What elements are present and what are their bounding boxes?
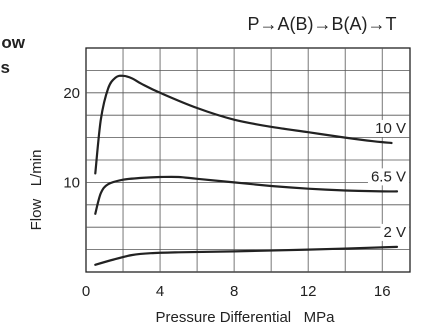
series-label-background [372, 119, 409, 137]
series-label-background [367, 168, 409, 186]
chart-grid [85, 47, 411, 273]
series-label-3: 2 V [383, 224, 406, 241]
y-tick-label: 20 [63, 85, 80, 102]
page-title-line-2: s [0, 58, 10, 77]
series-line-2 [94, 175, 399, 215]
x-tick-label: 12 [300, 283, 317, 300]
series-label-1: 10 V [375, 120, 406, 137]
x-tick-label: 4 [156, 283, 164, 300]
page-title: ow s [0, 30, 25, 80]
series-line-3 [94, 245, 399, 266]
x-tick-label: 16 [374, 283, 391, 300]
series-label-background [380, 223, 409, 241]
page-title-line-1: ow [1, 33, 25, 52]
x-tick-label: 8 [230, 283, 238, 300]
series-line-1 [94, 74, 393, 175]
series-label-2: 6.5 V [371, 168, 406, 185]
y-axis-label: Flow L/min [28, 150, 45, 231]
chart-title: P→A(B)→B(A)→T [247, 14, 396, 34]
x-axis-label: Pressure Differential MPa [156, 309, 336, 326]
chart-ticks: 0 4 8 12 16 10 20 [63, 85, 390, 300]
chart-series: 10 V 6.5 V 2 V [94, 74, 409, 266]
x-tick-label: 0 [82, 283, 90, 300]
y-tick-label: 10 [63, 174, 80, 191]
